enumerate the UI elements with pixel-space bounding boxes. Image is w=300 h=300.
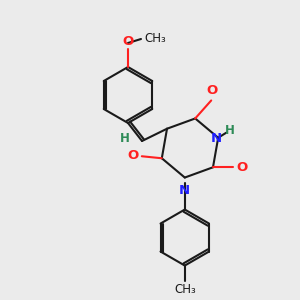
Text: O: O [236, 161, 247, 174]
Text: H: H [225, 124, 235, 137]
Text: H: H [120, 133, 130, 146]
Text: N: N [211, 132, 222, 145]
Text: O: O [128, 149, 139, 162]
Text: N: N [179, 184, 190, 196]
Text: O: O [207, 85, 218, 98]
Text: O: O [122, 35, 134, 48]
Text: CH₃: CH₃ [174, 283, 196, 296]
Text: CH₃: CH₃ [144, 32, 166, 46]
